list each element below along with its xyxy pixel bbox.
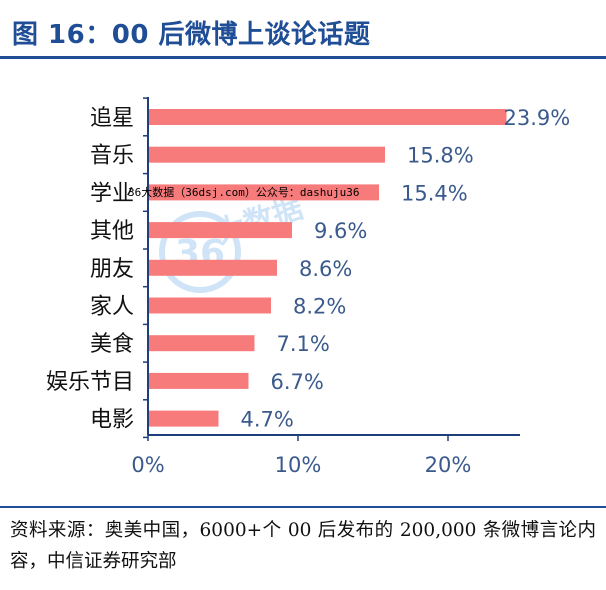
tick-labels: 0% 10% 20% (131, 453, 471, 477)
category-label: 美食 (90, 332, 134, 357)
category-label: 家人 (90, 295, 134, 320)
title-divider (0, 56, 606, 59)
source-note: 资料来源：奥美中国，6000+个 00 后发布的 200,000 条微博言论内容… (10, 520, 596, 572)
axes-layer (143, 97, 520, 441)
value-label: 8.2% (293, 295, 346, 319)
source-divider (0, 506, 606, 508)
chart-title: 图 16：00 后微博上谈论话题 (12, 20, 371, 50)
bar (148, 372, 249, 389)
category-label: 追星 (90, 106, 134, 131)
bar (148, 410, 219, 427)
category-label: 学业 (90, 181, 134, 206)
x-tick-label: 10% (275, 453, 322, 477)
value-label: 6.7% (271, 370, 324, 394)
watermark-text: 36大数据（36dsj.com）公众号：dashuju36 (128, 186, 360, 199)
value-label: 7.1% (277, 332, 330, 356)
bar (148, 297, 271, 314)
value-label: 15.8% (407, 144, 474, 168)
value-label: 4.7% (241, 408, 294, 432)
bar (148, 184, 379, 201)
value-label: 15.4% (401, 181, 468, 205)
category-label: 电影 (90, 408, 134, 433)
category-label: 其他 (90, 219, 134, 244)
bars-layer (148, 109, 507, 427)
bar (148, 259, 277, 276)
x-tick-label: 0% (131, 453, 164, 477)
category-label: 音乐 (90, 144, 134, 169)
bar (148, 335, 255, 352)
value-label: 8.6% (299, 257, 352, 281)
category-label: 朋友 (90, 257, 134, 282)
x-tick-label: 20% (425, 453, 472, 477)
value-labels: 23.9% 15.8% 15.4% 9.6% 8.6% 8.2% 7.1% 6.7% 4.7% (241, 106, 571, 432)
bar (148, 109, 507, 125)
bar (148, 146, 385, 163)
bar (148, 222, 292, 239)
category-label: 娱乐节目 (46, 370, 134, 395)
value-label: 9.6% (314, 219, 367, 243)
value-label: 23.9% (504, 106, 571, 130)
